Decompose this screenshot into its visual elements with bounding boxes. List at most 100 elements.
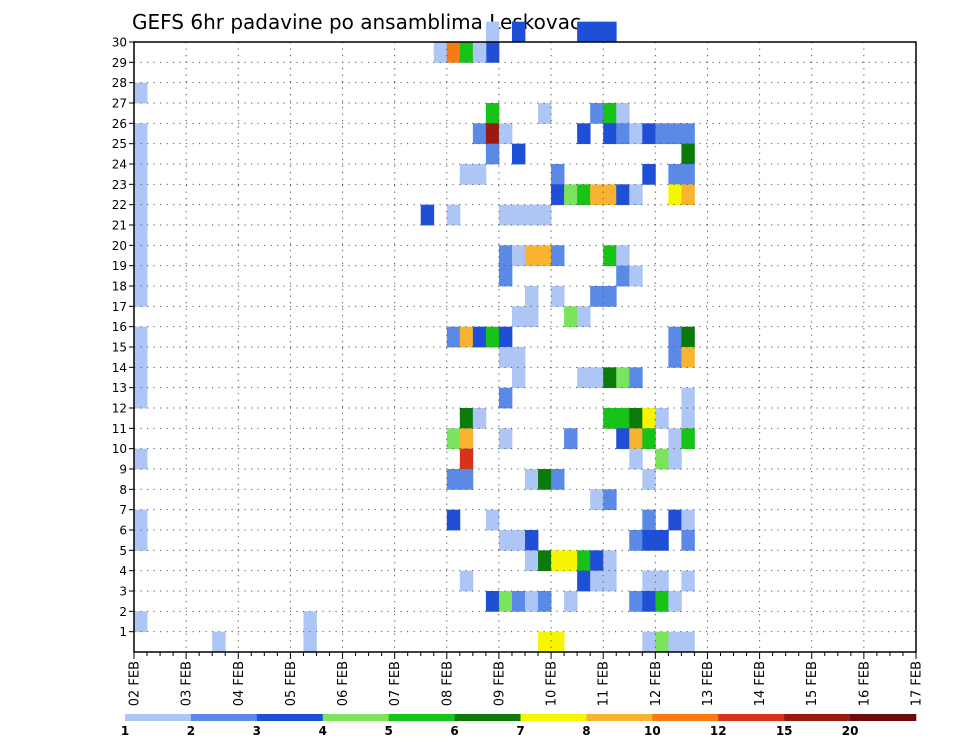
x-tick-label: 09 FEB [492,661,507,706]
heatmap-cell [629,408,643,429]
heatmap-cell [511,21,526,43]
heatmap-cell [681,143,695,165]
legend-swatch [520,714,587,721]
heatmap-cell [472,42,487,63]
heatmap-cell [485,123,500,145]
heatmap-cell [551,286,565,307]
heatmap-cell [642,509,656,531]
legend-label: 15 [776,724,793,738]
heatmap-cell [668,631,682,653]
heatmap-cell [446,509,461,531]
heatmap-cell [603,286,617,307]
x-tick-label: 04 FEB [232,661,247,706]
x-tick-label: 16 FEB [857,661,872,706]
heatmap-cell [472,326,487,348]
legend-swatch [190,714,258,721]
heatmap-cell [134,225,148,246]
heatmap-cell [590,184,604,206]
heatmap-cell [642,123,656,145]
heatmap-cell [538,245,552,267]
heatmap-cell [681,326,695,348]
heatmap-cell [642,530,656,551]
heatmap-cell [655,530,669,551]
y-tick-label: 3 [119,585,127,599]
heatmap-cell [616,184,630,206]
legend-label: 5 [384,724,392,738]
y-tick-label: 18 [112,280,127,294]
y-tick-label: 1 [119,625,127,639]
heatmap-cell [668,184,682,206]
heatmap-cell [668,164,682,185]
heatmap-cell [642,408,656,429]
heatmap-cell [538,204,552,226]
heatmap-cell [212,631,226,653]
legend-label: 20 [842,724,859,738]
heatmap-cell [642,428,656,450]
y-tick-label: 12 [112,402,127,416]
y-tick-label: 28 [112,76,127,90]
heatmap-cell [485,21,500,43]
y-axis: 1234567891011121314151617181920212223242… [112,36,134,639]
heatmap-cell [564,184,578,206]
heatmap-cell [681,347,695,368]
legend-label: 3 [253,724,261,738]
heatmap-cell [525,204,539,226]
heatmap-cell [459,408,474,429]
legend-swatch [784,714,851,721]
heatmap-cell [498,204,513,226]
heatmap-cell [511,245,526,267]
heatmap-cell [642,570,656,592]
heatmap-cell [446,428,461,450]
x-tick-label: 06 FEB [336,661,351,706]
heatmap-cell [616,265,630,287]
heatmap-cell [616,367,630,389]
heatmap-cell [577,306,591,328]
heatmap-cell [485,42,500,63]
heatmap-cell [564,306,578,328]
x-tick-label: 15 FEB [805,661,820,706]
y-tick-label: 10 [112,442,127,456]
y-tick-label: 14 [112,361,127,375]
heatmap-cell [681,631,695,653]
heatmap-cell [603,103,617,124]
heatmap-cell [525,286,539,307]
x-tick-label: 17 FEB [910,661,925,706]
legend-label: 8 [582,724,590,738]
heatmap-cell [603,489,617,511]
y-tick-label: 24 [112,158,127,172]
heatmap-cell [668,591,682,612]
heatmap-cell [134,286,148,307]
heatmap-cell [577,570,591,592]
heatmap-cell [681,408,695,429]
heatmap-cell [459,448,474,470]
y-tick-label: 8 [119,483,127,497]
heatmap-cell [577,123,591,145]
heatmap-cell [485,326,500,348]
heatmap-cell [498,387,513,409]
heatmap-cell [485,143,500,165]
x-tick-label: 14 FEB [753,661,768,706]
heatmap-cell [538,631,552,653]
x-tick-label: 02 FEB [128,661,143,706]
heatmap-cell [616,103,630,124]
y-tick-label: 20 [112,239,127,253]
heatmap-cell [642,469,656,490]
legend-label: 10 [644,724,661,738]
heatmap-cell [668,428,682,450]
heatmap-cell [642,591,656,612]
heatmap-cells [134,21,695,653]
heatmap-cell [511,530,526,551]
heatmap-cell [134,82,148,104]
y-tick-label: 26 [112,117,127,131]
heatmap-cell [551,631,565,653]
legend-swatch [322,714,389,721]
heatmap-cell [590,286,604,307]
legend-label: 12 [710,724,727,738]
heatmap-cell [538,103,552,124]
heatmap-cell [590,21,604,43]
heatmap-cell [603,21,617,43]
heatmap-cell [629,123,643,145]
heatmap-cell [134,347,148,368]
heatmap-cell [551,469,565,490]
